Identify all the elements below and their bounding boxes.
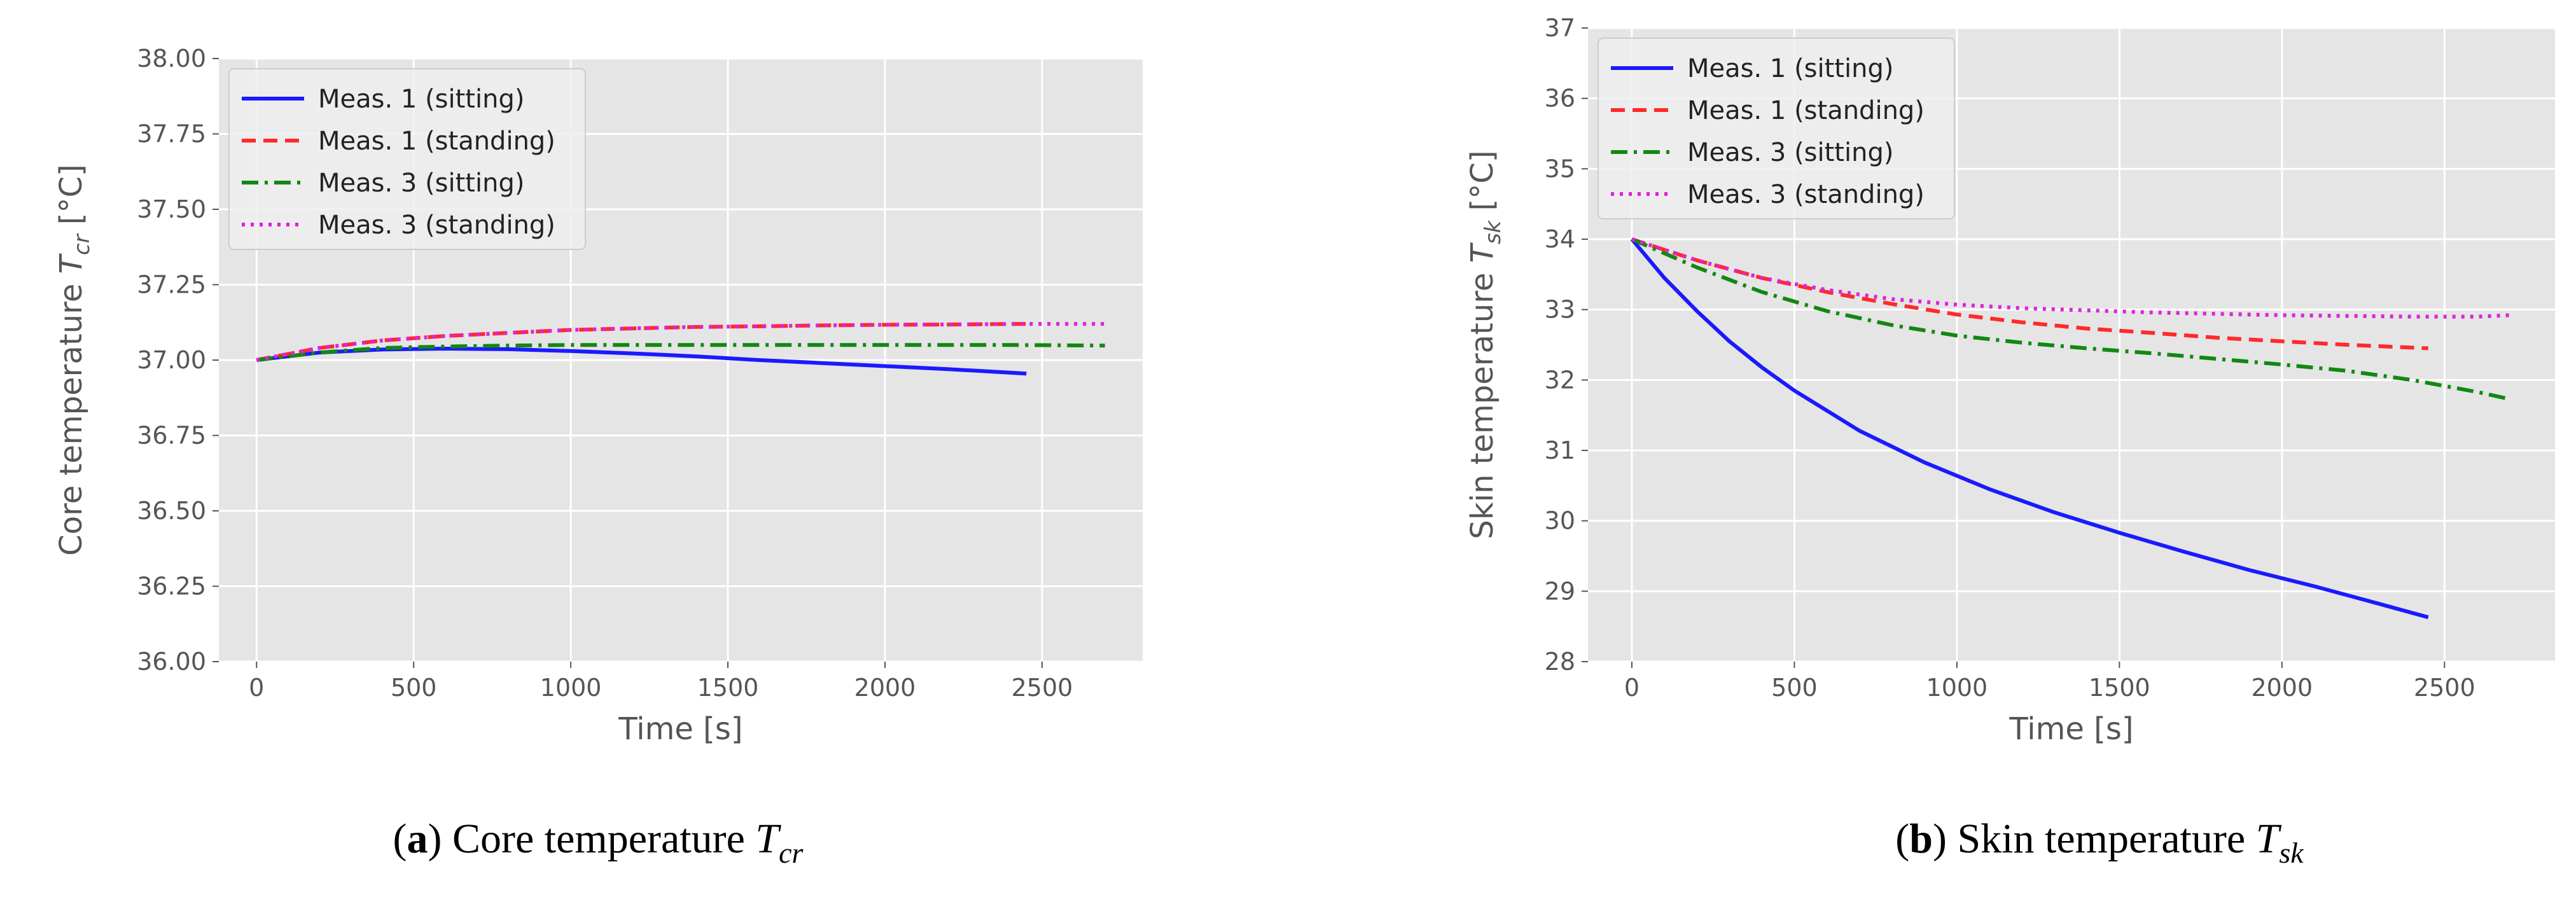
y-tick-label: 29	[1545, 577, 1575, 605]
y-tick-label: 32	[1545, 366, 1575, 394]
caption-paren-open: (	[393, 816, 407, 862]
legend-entry: Meas. 1 (standing)	[1687, 96, 1925, 125]
legend-entry: Meas. 1 (standing)	[318, 127, 555, 156]
series-line-1	[1630, 238, 2429, 620]
legend-entry: Meas. 3 (sitting)	[1687, 138, 1893, 167]
legend-box	[1598, 38, 1955, 219]
chart-panel-a: 0 500 1000 1500 2000 2500 36.00 36.25 36.50 36.75…	[53, 45, 1143, 869]
y-tick-label: 36.00	[137, 648, 206, 676]
legend-box	[228, 68, 586, 250]
caption-paren-close: )	[428, 816, 452, 862]
x-tick-label: 1500	[2089, 674, 2150, 702]
y-tick-label: 37	[1545, 14, 1575, 42]
x-tick-label: 1000	[1926, 674, 1988, 702]
x-tick-label: 1500	[697, 674, 759, 702]
x-tick-label: 0	[1624, 674, 1640, 702]
series-line-1	[256, 347, 1027, 376]
y-axis-label: Core temperature Tcr [°C]	[53, 164, 95, 556]
x-tick-label: 500	[391, 674, 437, 702]
y-tick-label: 34	[1545, 225, 1575, 253]
y-tick-label: 36.25	[137, 573, 206, 601]
y-axis-label-text: Core temperature	[53, 274, 89, 555]
legend-entry: Meas. 3 (sitting)	[318, 169, 524, 198]
x-axis-label: Time [s]	[2009, 711, 2133, 747]
caption-panel-label: b	[1909, 816, 1933, 862]
legend: Meas. 1 (sitting) Meas. 1 (standing) Meas.…	[1598, 38, 1955, 219]
y-tick-label: 37.50	[137, 195, 206, 223]
legend-entry: Meas. 1 (sitting)	[1687, 54, 1893, 83]
panel-caption: (b) Skin temperature Tsk	[1895, 816, 2304, 869]
y-axis-label-symbol: T	[53, 253, 89, 274]
series-line-4	[256, 322, 1105, 362]
y-tick-label: 30	[1545, 507, 1575, 535]
y-axis-label-text: Skin temperature	[1465, 263, 1500, 539]
y-axis-label-subscript: cr	[69, 233, 95, 255]
y-tick-label: 36.75	[137, 422, 206, 450]
caption-symbol: T	[755, 816, 781, 862]
y-axis-label: Skin temperature Tsk [°C]	[1465, 150, 1506, 539]
y-tick-label: 37.25	[137, 271, 206, 299]
y-axis-label-unit: [°C]	[1465, 150, 1500, 220]
caption-panel-label: a	[407, 816, 428, 862]
series-line-3	[1631, 237, 2510, 401]
x-tick-label: 2000	[2251, 674, 2313, 702]
y-tick-label: 36.50	[137, 497, 206, 525]
y-tick-label: 36	[1545, 85, 1575, 113]
series-line-2	[256, 322, 1027, 362]
x-tick-label: 1000	[540, 674, 602, 702]
y-tick-label: 35	[1545, 155, 1575, 183]
legend-entry: Meas. 1 (sitting)	[318, 85, 524, 114]
x-tick-label: 0	[249, 674, 264, 702]
y-tick-label: 28	[1545, 648, 1575, 676]
x-tick-label: 500	[1771, 674, 1818, 702]
legend: Meas. 1 (sitting) Meas. 1 (standing) Meas.…	[228, 68, 586, 250]
y-axis-label-subscript: sk	[1480, 219, 1506, 244]
y-axis-label-unit: [°C]	[53, 164, 89, 234]
y-tick-label: 37.00	[137, 346, 206, 374]
panel-caption: (a) Core temperature Tcr	[393, 816, 804, 869]
x-tick-label: 2500	[2414, 674, 2475, 702]
series-line-4	[1631, 237, 2510, 319]
y-axis-label-symbol: T	[1465, 242, 1500, 263]
y-tick-label: 37.75	[137, 120, 206, 148]
caption-symbol: T	[2256, 816, 2282, 862]
legend-entry: Meas. 3 (standing)	[318, 211, 555, 240]
caption-subscript: sk	[2279, 837, 2304, 869]
caption-paren-open: (	[1895, 816, 1909, 862]
legend-entry: Meas. 3 (standing)	[1687, 180, 1925, 209]
x-tick-label: 2500	[1012, 674, 1073, 702]
caption-subscript: cr	[779, 837, 804, 869]
x-axis-label: Time [s]	[618, 711, 742, 747]
y-tick-label: 38.00	[137, 45, 206, 73]
caption-text: Skin temperature	[1957, 816, 2255, 862]
caption-paren-close: )	[1933, 816, 1957, 862]
chart-panel-b: 0 500 1000 1500 2000 2500 28 29 30 31 32 33 34 35 36 37…	[1465, 14, 2555, 869]
x-tick-label: 2000	[854, 674, 916, 702]
caption-text: Core temperature	[452, 816, 755, 862]
y-tick-label: 33	[1545, 296, 1575, 324]
y-tick-label: 31	[1545, 436, 1575, 464]
